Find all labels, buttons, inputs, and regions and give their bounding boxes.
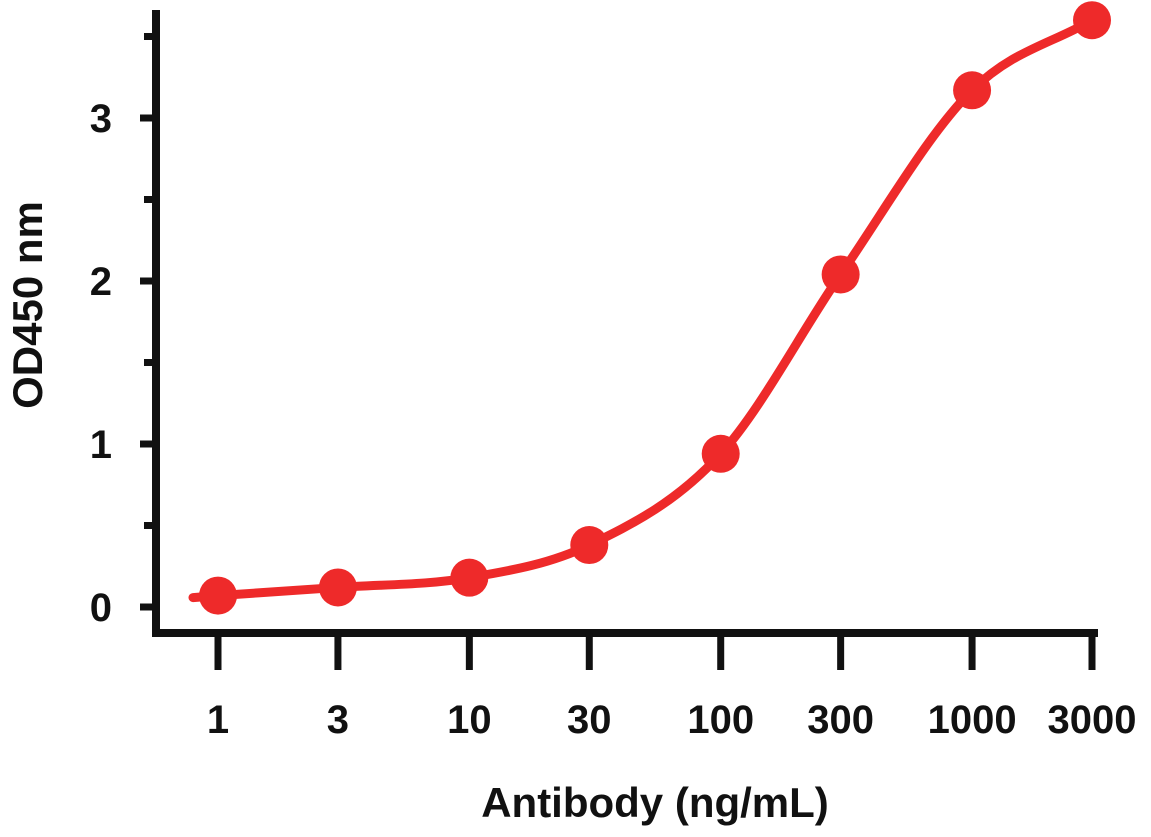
data-point (199, 576, 237, 615)
data-point (570, 526, 609, 565)
data-point (450, 558, 489, 597)
x-tick-label: 3000 (1048, 698, 1137, 742)
data-point (701, 434, 740, 473)
x-tick-label: 100 (687, 698, 754, 742)
series (188, 1, 1111, 615)
x-tick-label: 300 (807, 698, 874, 742)
y-tick-label: 2 (90, 260, 112, 304)
x-tick-label: 3 (327, 698, 349, 742)
x-tick-label: 1 (207, 698, 229, 742)
x-tick-label: 30 (567, 698, 612, 742)
x-tick-label: 10 (447, 698, 492, 742)
y-tick-label: 0 (90, 586, 112, 630)
y-tick-label: 3 (90, 97, 112, 141)
y-ticks: 0 1 2 3 (90, 33, 156, 630)
data-point (821, 255, 860, 294)
x-tick-label: 1000 (928, 698, 1017, 742)
data-point (1073, 1, 1111, 40)
y-tick-label: 1 (90, 423, 112, 467)
series-line (188, 15, 1097, 603)
x-axis-title: Antibody (ng/mL) (481, 779, 829, 826)
data-point (953, 71, 992, 110)
x-ticks: 1 3 10 30 100 300 1000 3000 (207, 633, 1137, 742)
data-point (318, 568, 357, 607)
y-axis-title: OD450 nm (4, 201, 51, 409)
